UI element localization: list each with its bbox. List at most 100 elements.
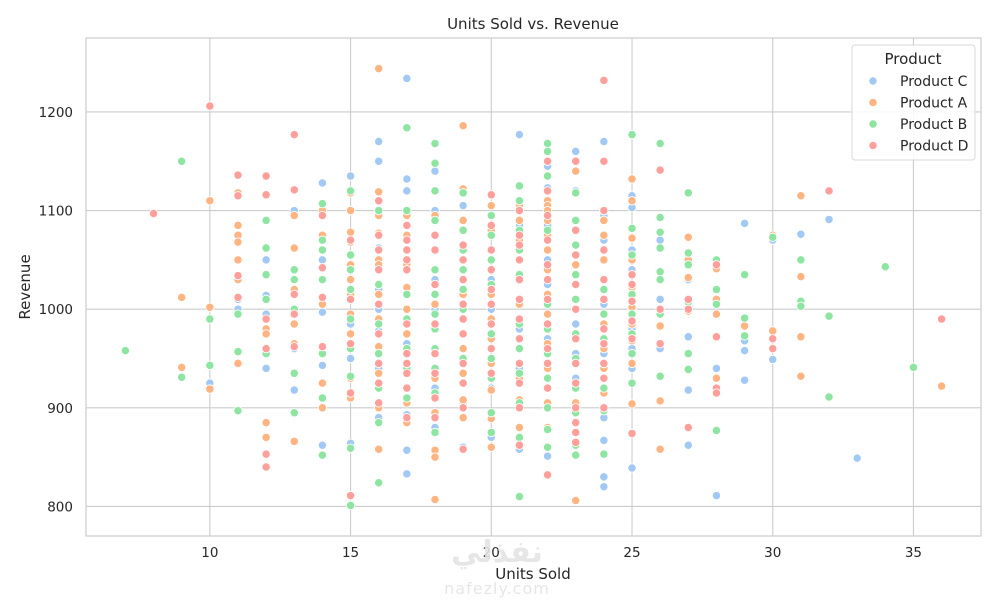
data-point	[599, 230, 609, 240]
data-point	[571, 270, 581, 280]
data-point	[683, 304, 693, 314]
data-point	[514, 334, 525, 344]
data-point	[177, 292, 187, 303]
data-point	[317, 403, 328, 413]
data-point	[458, 274, 468, 285]
data-point	[402, 368, 412, 378]
data-point	[542, 358, 553, 369]
data-point	[402, 220, 412, 231]
data-point	[683, 440, 693, 450]
data-point	[289, 210, 299, 221]
data-point	[205, 360, 215, 371]
data-point	[796, 371, 806, 381]
data-point	[542, 442, 553, 452]
data-point	[317, 360, 328, 371]
data-point	[205, 314, 215, 324]
data-point	[571, 358, 581, 369]
data-point	[514, 294, 525, 304]
data-point	[824, 311, 834, 321]
x-tick-label: 15	[342, 545, 359, 561]
data-point	[514, 422, 525, 433]
data-point	[627, 463, 637, 473]
data-point	[683, 348, 693, 359]
data-point	[430, 158, 440, 168]
data-point	[627, 223, 637, 233]
data-point	[374, 136, 384, 147]
data-point	[599, 309, 609, 319]
data-point	[514, 343, 525, 354]
data-point	[571, 166, 581, 176]
data-point	[711, 299, 722, 309]
data-point	[374, 289, 384, 300]
data-point	[655, 212, 665, 223]
data-point	[317, 255, 328, 265]
data-point	[711, 425, 722, 436]
data-point	[599, 136, 609, 147]
data-point	[627, 296, 637, 306]
data-point	[599, 274, 609, 285]
data-point	[261, 417, 271, 428]
data-point	[261, 270, 271, 280]
y-tick-labels: 800 900 1000 1100 1200	[39, 105, 73, 515]
data-point	[402, 304, 412, 314]
data-point	[739, 218, 750, 229]
data-point	[374, 230, 384, 240]
data-point	[317, 199, 328, 209]
data-point	[599, 435, 609, 445]
data-point	[768, 343, 778, 354]
data-point	[571, 250, 581, 260]
data-point	[627, 316, 637, 326]
data-point	[430, 452, 440, 462]
data-point	[458, 378, 468, 388]
data-point	[542, 186, 553, 196]
data-point	[458, 444, 468, 454]
data-point	[796, 255, 806, 265]
data-point	[486, 245, 496, 255]
data-point	[289, 185, 299, 195]
legend-marker	[868, 76, 878, 86]
data-point	[458, 215, 468, 226]
data-point	[571, 378, 581, 388]
data-point	[430, 348, 440, 359]
data-point	[542, 260, 553, 270]
data-point	[571, 437, 581, 447]
data-point	[542, 171, 553, 181]
data-point	[655, 165, 665, 175]
data-point	[599, 294, 609, 304]
data-point	[486, 284, 496, 295]
x-tick-label: 35	[905, 545, 922, 561]
data-point	[345, 353, 356, 364]
data-point	[345, 443, 356, 453]
data-point	[486, 408, 496, 418]
data-point	[514, 358, 525, 369]
data-point	[514, 129, 525, 140]
data-point	[486, 442, 496, 452]
data-point	[402, 393, 412, 403]
data-point	[627, 334, 637, 344]
y-axis-label: Revenue	[16, 254, 34, 319]
data-point	[514, 432, 525, 443]
data-point	[571, 225, 581, 235]
data-point	[599, 205, 609, 216]
data-point	[374, 196, 384, 206]
data-point	[402, 235, 412, 245]
legend-box	[851, 44, 976, 161]
data-point	[655, 274, 665, 285]
data-point	[289, 385, 299, 395]
data-point	[430, 427, 440, 438]
data-point	[542, 343, 553, 354]
data-point	[599, 472, 609, 482]
data-point	[486, 299, 496, 309]
data-point	[430, 279, 440, 290]
data-point	[768, 232, 778, 242]
data-point	[345, 294, 356, 304]
data-point	[599, 339, 609, 349]
data-point	[458, 265, 468, 275]
data-point	[261, 243, 271, 253]
data-point	[317, 378, 328, 388]
data-point	[627, 348, 637, 359]
data-point	[599, 215, 609, 226]
data-point	[374, 265, 384, 275]
data-point	[486, 319, 496, 329]
data-point	[458, 413, 468, 423]
